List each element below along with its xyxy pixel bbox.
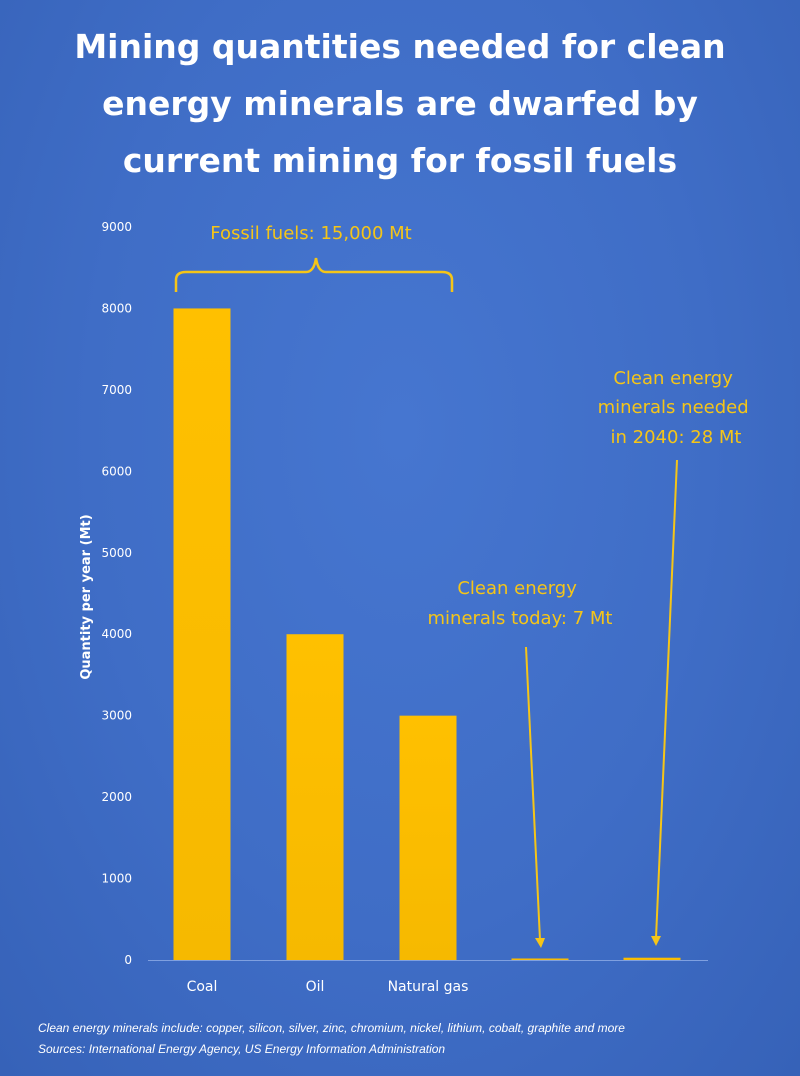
bar-oil (286, 634, 344, 960)
y-axis-ticks: 0 1000 2000 3000 4000 5000 6000 7000 8000 9000 (101, 220, 132, 967)
bar-coal (173, 308, 231, 960)
clean-2040-annotation: Clean energy minerals needed in 2040: 28… (598, 368, 755, 448)
x-tick-label: Oil (306, 979, 325, 995)
y-axis-label: Quantity per year (Mt) (79, 514, 94, 679)
clean-today-line-1: Clean energy (457, 578, 577, 599)
y-tick-label: 5000 (101, 546, 132, 560)
y-tick-label: 4000 (101, 627, 132, 641)
footnote-minerals: Clean energy minerals include: copper, s… (38, 1021, 625, 1035)
y-tick-label: 7000 (101, 383, 132, 397)
clean-today-line-2: minerals today: 7 Mt (428, 608, 613, 629)
bar-clean-energy-2 (623, 957, 681, 960)
chart-title-line-2: energy minerals are dwarfed by (102, 84, 698, 123)
chart-title: Mining quantities needed for clean energ… (20, 18, 780, 189)
clean-2040-arrowhead (651, 936, 661, 946)
bar-clean-energy-1 (511, 958, 569, 960)
clean-2040-line-2: minerals needed (598, 397, 749, 418)
clean-2040-arrow (655, 459, 678, 939)
clean-today-annotation: Clean energy minerals today: 7 Mt (428, 578, 613, 629)
bar-natural-gas (399, 715, 457, 960)
fossil-fuels-brace (174, 257, 454, 292)
clean-2040-line-3: in 2040: 28 Mt (611, 427, 742, 448)
y-tick-label: 3000 (101, 709, 132, 723)
x-tick-label: Coal (187, 979, 218, 995)
x-tick-label: Natural gas (388, 979, 469, 995)
x-axis-labels: Coal Oil Natural gas (187, 979, 469, 995)
y-tick-label: 1000 (101, 872, 132, 886)
chart-title-line-3: current mining for fossil fuels (122, 141, 678, 180)
y-tick-label: 0 (124, 953, 132, 967)
y-tick-label: 2000 (101, 790, 132, 804)
footnote-sources: Sources: International Energy Agency, US… (38, 1042, 446, 1056)
bars (173, 308, 681, 960)
footnotes: Clean energy minerals include: copper, s… (38, 1018, 788, 1060)
clean-today-arrow (525, 646, 541, 941)
y-tick-label: 6000 (101, 464, 132, 478)
chart-title-line-1: Mining quantities needed for clean (74, 27, 726, 66)
fossil-fuels-annotation: Fossil fuels: 15,000 Mt (210, 223, 411, 244)
clean-today-arrowhead (535, 938, 545, 948)
y-tick-label: 8000 (101, 301, 132, 315)
clean-2040-line-1: Clean energy (613, 368, 733, 389)
y-tick-label: 9000 (101, 220, 132, 234)
